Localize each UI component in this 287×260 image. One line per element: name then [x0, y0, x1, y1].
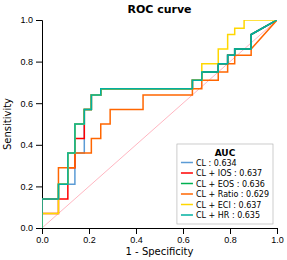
x-axis-title: 1 - Specificity [126, 246, 194, 257]
legend-swatch [181, 214, 193, 216]
roc-curve [42, 20, 277, 228]
roc-curve [42, 20, 277, 228]
x-tick: 0.6 [177, 228, 190, 245]
y-axis-line [36, 21, 43, 229]
legend-swatch [181, 183, 193, 185]
reference-line [42, 20, 277, 228]
x-tick-mark [89, 228, 90, 234]
y-tick-label: 0.6 [20, 99, 33, 109]
y-tick: 0.4 [20, 140, 42, 150]
title: ROC curve [127, 3, 191, 16]
x-tick-label: 0.8 [224, 235, 237, 245]
y-tick: 0.0 [20, 223, 42, 233]
y-tick: 0.8 [20, 57, 42, 67]
x-tick-label: 0.6 [177, 235, 190, 245]
legend-swatch [181, 204, 193, 206]
y-axis: 0.0 0.2 0.4 0.6 0.8 1.0 [20, 15, 42, 233]
roc-curve [42, 20, 277, 228]
legend-label: CL + ECI : 0.637 [196, 201, 262, 210]
roc-curve [42, 20, 277, 228]
x-tick-label: 0.4 [130, 235, 143, 245]
x-tick: 0.2 [83, 228, 96, 245]
legend-swatch [181, 193, 193, 195]
x-tick-label: 0.2 [83, 235, 96, 245]
y-tick-label: 0.2 [20, 182, 33, 192]
x-axis: 0.0 0.2 0.4 0.6 0.8 1.0 [36, 228, 284, 245]
legend-title: AUC [215, 148, 236, 158]
plot-area: 0.00.20.40.60.81.00.00.20.40.60.81.0AUCC… [20, 15, 283, 245]
y-tick-label: 0.0 [20, 223, 33, 233]
x-tick: 0.4 [130, 228, 143, 245]
chart: 0.00.20.40.60.81.00.00.20.40.60.81.0AUCC… [0, 0, 287, 260]
y-tick-mark [36, 186, 42, 187]
y-tick-label: 0.4 [20, 140, 33, 150]
x-tick: 0.0 [36, 228, 49, 245]
legend-label: CL : 0.634 [196, 159, 237, 168]
y-tick-label: 0.8 [20, 57, 33, 67]
legend-swatch [181, 172, 193, 174]
y-tick-mark [36, 20, 42, 21]
y-tick-mark [36, 228, 42, 229]
y-tick: 0.2 [20, 182, 42, 192]
legend-swatch [181, 162, 193, 164]
roc-curve [42, 20, 277, 228]
x-tick-label: 0.0 [36, 235, 49, 245]
x-tick-mark [277, 228, 278, 234]
legend: AUCCL : 0.634CL + IOS : 0.637 CL + EOS : … [177, 144, 273, 224]
y-tick-mark [36, 62, 42, 63]
series-group [42, 20, 277, 228]
x-tick: 0.8 [224, 228, 237, 245]
x-axis-line [43, 229, 278, 235]
legend-label: CL + EOS : 0.636 [196, 180, 265, 189]
legend-label: CL + Ratio : 0.629 [196, 190, 269, 199]
legend-label: CL + HR : 0.635 [196, 211, 260, 220]
legend-frame [177, 144, 273, 224]
x-tick: 1.0 [271, 228, 284, 245]
x-tick-mark [230, 228, 231, 234]
y-tick-mark [36, 145, 42, 146]
roc-curve [42, 20, 277, 228]
y-tick-mark [36, 103, 42, 104]
y-axis-title: Sensitivity [2, 98, 13, 150]
x-tick-label: 1.0 [271, 235, 284, 245]
y-tick: 0.6 [20, 99, 42, 109]
legend-label: CL + IOS : 0.637 [196, 169, 262, 178]
y-tick-label: 1.0 [20, 15, 33, 25]
x-tick-mark [183, 228, 184, 234]
y-tick: 1.0 [20, 15, 42, 25]
x-tick-mark [136, 228, 137, 234]
